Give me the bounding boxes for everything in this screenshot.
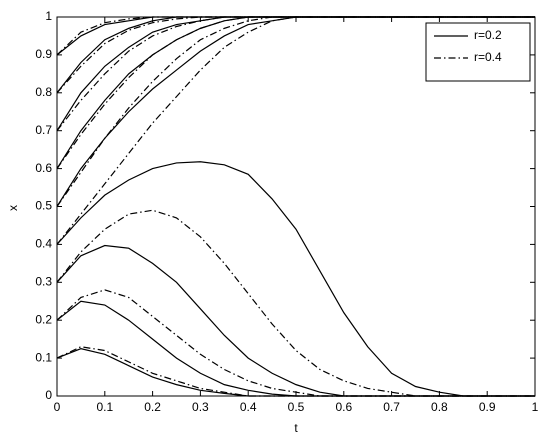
x-tick-label: 0.3 bbox=[192, 400, 209, 414]
y-tick-label: 0.3 bbox=[35, 274, 52, 288]
x-axis-label: t bbox=[294, 421, 298, 435]
legend-label: r=0.4 bbox=[474, 50, 502, 64]
y-tick-label: 0.5 bbox=[35, 199, 52, 213]
y-axis-label: x bbox=[6, 205, 20, 211]
y-tick-label: 0.1 bbox=[35, 350, 52, 364]
x-tick-label: 0.5 bbox=[288, 400, 305, 414]
x-tick-label: 0.2 bbox=[144, 400, 161, 414]
legend-label: r=0.2 bbox=[474, 28, 502, 42]
y-tick-label: 0.4 bbox=[35, 237, 52, 251]
y-tick-label: 1 bbox=[45, 9, 52, 23]
x-tick-label: 0.1 bbox=[96, 400, 113, 414]
x-tick-label: 0 bbox=[54, 400, 61, 414]
y-tick-label: 0.9 bbox=[35, 47, 52, 61]
x-tick-label: 0.9 bbox=[479, 400, 496, 414]
y-tick-label: 0.8 bbox=[35, 85, 52, 99]
y-tick-label: 0.6 bbox=[35, 161, 52, 175]
plot-frame bbox=[56, 16, 536, 397]
x-tick-label: 0.7 bbox=[383, 400, 400, 414]
y-tick-label: 0.7 bbox=[35, 123, 52, 137]
y-tick-label: 0.2 bbox=[35, 312, 52, 326]
y-tick-label: 0 bbox=[45, 388, 52, 402]
x-tick-label: 1 bbox=[532, 400, 539, 414]
curve bbox=[56, 161, 535, 397]
x-tick-label: 0.8 bbox=[431, 400, 448, 414]
legend-box bbox=[425, 22, 531, 82]
x-tick-label: 0.6 bbox=[335, 400, 352, 414]
x-tick-label: 0.4 bbox=[240, 400, 257, 414]
